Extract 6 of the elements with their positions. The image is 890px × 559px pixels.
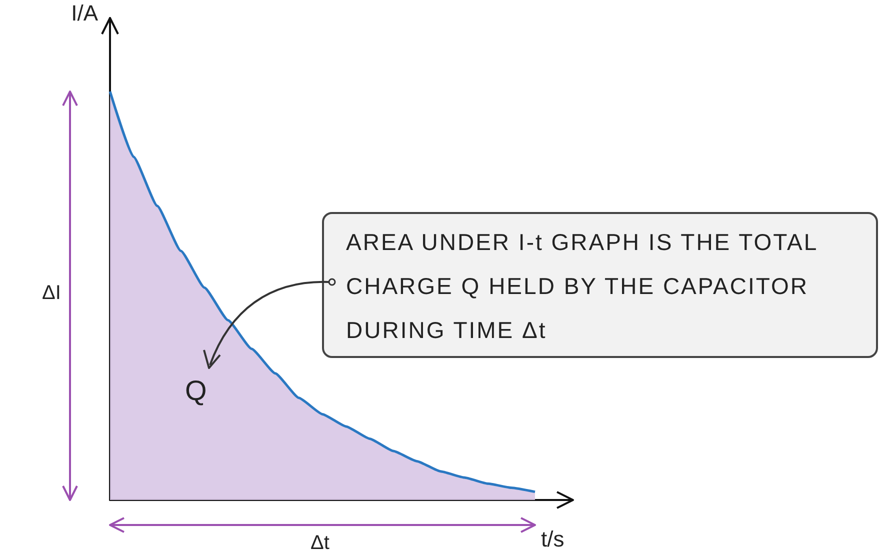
text: Δt [310,532,330,555]
annotation: Q [185,375,207,407]
callout-box: AREA UNDER I-t GRAPH IS THE TOTAL CHARGE Q HELD BY THE CAPACITOR DURING TIME Δt [322,212,878,358]
y-axis-title: I/A [71,0,98,26]
x-axis-title: t/s [541,526,564,552]
text: ΔI [42,282,61,305]
